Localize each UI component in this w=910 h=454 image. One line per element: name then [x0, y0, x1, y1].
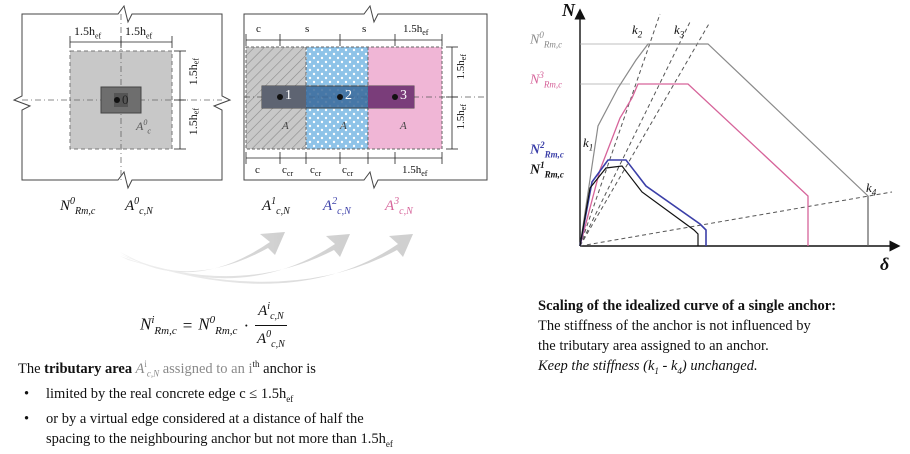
- arrow-to-a2: [120, 234, 350, 278]
- load-displacement-chart: [520, 0, 910, 290]
- y-label-n1: N1Rm,c: [530, 160, 564, 179]
- scaling-description: Scaling of the idealized curve of a sing…: [538, 296, 908, 381]
- curve-n0: [580, 44, 868, 246]
- mid-dim-top-s2: s: [362, 23, 366, 35]
- stiffness-k4-line: [580, 192, 892, 246]
- curve-n3: [580, 84, 808, 246]
- stiffness-k3-line: [580, 22, 710, 246]
- scaling-title: Scaling of the idealized curve of a sing…: [538, 296, 908, 316]
- caption-a1-cn: A1c,N: [262, 196, 290, 217]
- scaling-line-2: the tributary area assigned to an anchor…: [538, 336, 908, 356]
- k4-label: k4: [866, 180, 876, 198]
- mid-dim-bottom-c: c: [255, 164, 260, 176]
- left-dim-right-2: 1.5hef: [186, 108, 201, 135]
- anchor-point-3: [392, 94, 398, 100]
- y-label-n3: N3Rm,c: [530, 70, 562, 89]
- transfer-arrows: [100, 222, 430, 292]
- y-label-n2: N2Rm,c: [530, 140, 564, 159]
- k1-label: k1: [583, 135, 593, 153]
- left-dim-top-2: 1.5hef: [125, 24, 152, 40]
- mid-dim-bottom-ccr1: ccr: [282, 164, 293, 178]
- scaling-formula: NiRm,c = N0Rm,c · Aic,N A0c,N: [140, 298, 287, 353]
- anchor-2-label: 2: [345, 88, 352, 104]
- mid-dim-top-s1: s: [305, 23, 309, 35]
- mid-dim-right-1: 1.5hef: [455, 54, 468, 79]
- area-3-label: A: [400, 120, 407, 132]
- tributary-intro-line: The tributary area Aic,N assigned to an …: [18, 354, 518, 384]
- mid-dim-bottom-ccr3: ccr: [342, 164, 353, 178]
- k2-label: k2: [632, 22, 642, 40]
- mid-dim-right-2: 1.5hef: [455, 104, 468, 129]
- caption-a0-cn: A0c,N: [125, 196, 153, 217]
- y-label-n0: N0Rm,c: [530, 30, 562, 49]
- scaling-line-3: Keep the stiffness (k1 - k4) unchanged.: [538, 356, 908, 381]
- bullet-1: • limited by the real concrete edge c ≤ …: [18, 384, 518, 409]
- area-2-label: A: [340, 120, 347, 132]
- stiffness-k1-line: [580, 14, 660, 246]
- mid-dim-top-c: c: [256, 23, 261, 35]
- anchor-0-label: 0: [122, 92, 129, 108]
- bullet-2: • or by a virtual edge considered at a d…: [18, 409, 518, 454]
- anchor-point-1: [277, 94, 283, 100]
- anchor-group-plate-diagram: [232, 0, 502, 205]
- anchor-point-0: [114, 97, 120, 103]
- mid-dim-bottom-h: 1.5hef: [402, 164, 427, 178]
- mid-dim-top-h: 1.5hef: [403, 23, 428, 37]
- k3-label: k3: [674, 22, 684, 40]
- x-axis-label: δ: [880, 254, 889, 275]
- anchor-1-label: 1: [285, 88, 292, 104]
- arrow-to-a3: [120, 234, 413, 284]
- caption-a2-cn: A2c,N: [323, 196, 351, 217]
- scaling-line-1: The stiffness of the anchor is not influ…: [538, 316, 908, 336]
- area-1-label: A: [282, 120, 289, 132]
- left-dim-top-1: 1.5hef: [74, 24, 101, 40]
- area-0-label: A0c: [136, 118, 151, 135]
- caption-a3-cn: A3c,N: [385, 196, 413, 217]
- anchor-3-label: 3: [400, 88, 407, 104]
- anchor-point-2: [337, 94, 343, 100]
- left-dim-right-1: 1.5hef: [186, 58, 201, 85]
- caption-n0-rm: N0Rm,c: [60, 196, 95, 217]
- tributary-area-description: The tributary area Aic,N assigned to an …: [18, 354, 518, 454]
- curve-n2: [580, 160, 706, 246]
- y-axis-label: N: [562, 0, 575, 21]
- arrow-to-a1: [120, 232, 285, 272]
- mid-dim-bottom-ccr2: ccr: [310, 164, 321, 178]
